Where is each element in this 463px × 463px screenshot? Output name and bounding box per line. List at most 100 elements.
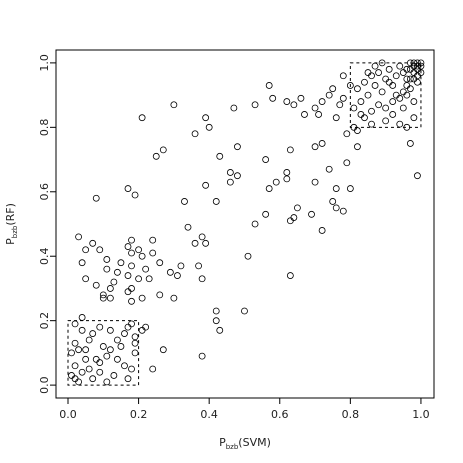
point [414, 78, 421, 86]
x-tick-label: 0.6 [271, 408, 289, 421]
point [212, 307, 220, 315]
point [318, 98, 326, 105]
point [78, 259, 86, 267]
point [110, 278, 118, 286]
point [96, 246, 104, 254]
point [124, 323, 132, 331]
point [230, 104, 238, 112]
point [181, 198, 188, 205]
point [339, 94, 347, 102]
point [82, 346, 90, 354]
x-label-sub: bzb [226, 443, 239, 451]
point [382, 117, 390, 125]
point [410, 98, 418, 105]
point [410, 75, 418, 83]
point [371, 62, 379, 70]
point [131, 333, 139, 341]
point [124, 272, 132, 279]
point [92, 355, 100, 363]
point [396, 120, 404, 128]
point [234, 143, 241, 151]
point [346, 185, 354, 192]
point [297, 94, 305, 102]
point [251, 101, 259, 109]
point [99, 343, 107, 350]
point [68, 349, 75, 357]
point [346, 82, 354, 89]
point [128, 285, 135, 292]
point [417, 62, 425, 70]
point [106, 346, 114, 354]
point [75, 378, 82, 386]
point [128, 236, 135, 244]
y-tick-label: 0.4 [38, 247, 51, 265]
point [106, 294, 114, 302]
point [357, 98, 365, 105]
point [117, 259, 125, 267]
point [318, 227, 326, 234]
point [71, 320, 79, 328]
point [149, 236, 157, 244]
point [389, 98, 397, 105]
point [121, 362, 128, 370]
point [78, 326, 86, 334]
point [205, 123, 213, 131]
point [283, 169, 291, 176]
plot-frame [55, 49, 435, 399]
y-axis-label: Pbzb(RF) [4, 203, 19, 245]
point [241, 307, 248, 315]
point [325, 165, 333, 173]
point [124, 375, 132, 383]
point [78, 314, 86, 321]
point [135, 275, 142, 283]
point [71, 339, 79, 347]
point [399, 104, 407, 112]
point [114, 268, 121, 276]
point [308, 210, 315, 218]
point [332, 204, 340, 212]
point [92, 194, 100, 202]
point [403, 123, 411, 131]
point [82, 246, 90, 254]
point [251, 220, 259, 228]
point [106, 326, 114, 334]
point [378, 59, 386, 67]
point [138, 252, 146, 260]
point [152, 152, 160, 160]
highlight-box [67, 320, 140, 386]
point [336, 101, 344, 109]
point [272, 178, 280, 186]
point [339, 207, 347, 215]
point [128, 297, 135, 305]
point [174, 272, 181, 279]
point [92, 281, 100, 289]
point [354, 85, 361, 93]
point [378, 88, 386, 96]
point [403, 75, 411, 83]
point [82, 355, 90, 363]
point [117, 343, 125, 350]
point [202, 114, 210, 122]
y-tick-label: 0.6 [38, 183, 51, 201]
point [368, 72, 375, 80]
point [177, 262, 185, 270]
point [375, 101, 382, 109]
point [149, 249, 157, 257]
point [368, 107, 375, 115]
point [166, 268, 174, 276]
point [226, 178, 234, 186]
point [103, 265, 111, 273]
point [406, 65, 414, 73]
point [124, 243, 132, 250]
point [265, 82, 273, 89]
point [198, 352, 206, 360]
x-axis-label: Pbzb(SVM) [219, 436, 271, 451]
point [142, 323, 150, 331]
point [198, 233, 206, 241]
point [124, 185, 132, 192]
point [389, 111, 397, 118]
point [85, 365, 93, 373]
point [371, 82, 379, 89]
point [103, 256, 111, 263]
